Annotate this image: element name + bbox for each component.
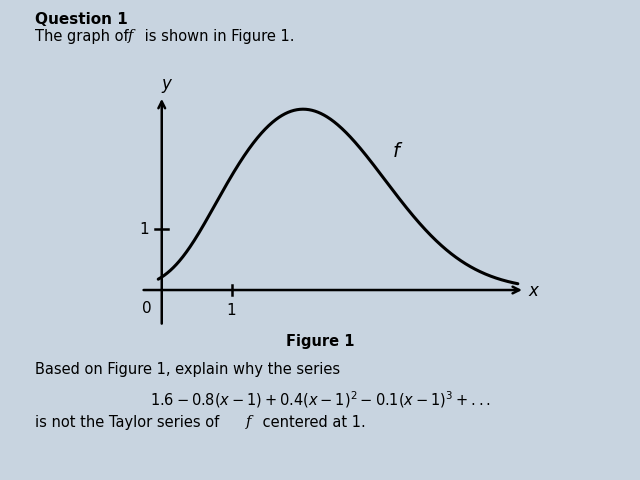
Text: Question 1: Question 1 <box>35 12 128 27</box>
Text: centered at 1.: centered at 1. <box>258 415 365 430</box>
Text: 1: 1 <box>227 303 236 318</box>
Text: f: f <box>246 415 252 429</box>
Text: $y$: $y$ <box>161 77 173 95</box>
Text: 1: 1 <box>140 222 149 237</box>
Text: $f$: $f$ <box>392 142 403 161</box>
Text: $x$: $x$ <box>528 282 541 300</box>
Text: Based on Figure 1, explain why the series: Based on Figure 1, explain why the serie… <box>35 362 340 377</box>
Text: 0: 0 <box>141 301 151 316</box>
Text: $1.6-0.8(x-1)+0.4(x-1)^2-0.1(x-1)^3+...$: $1.6-0.8(x-1)+0.4(x-1)^2-0.1(x-1)^3+...$ <box>150 389 490 409</box>
Text: The graph of: The graph of <box>35 29 134 44</box>
Text: Figure 1: Figure 1 <box>285 334 355 348</box>
Text: f: f <box>128 29 133 43</box>
Text: is shown in Figure 1.: is shown in Figure 1. <box>140 29 294 44</box>
Text: is not the Taylor series of: is not the Taylor series of <box>35 415 224 430</box>
